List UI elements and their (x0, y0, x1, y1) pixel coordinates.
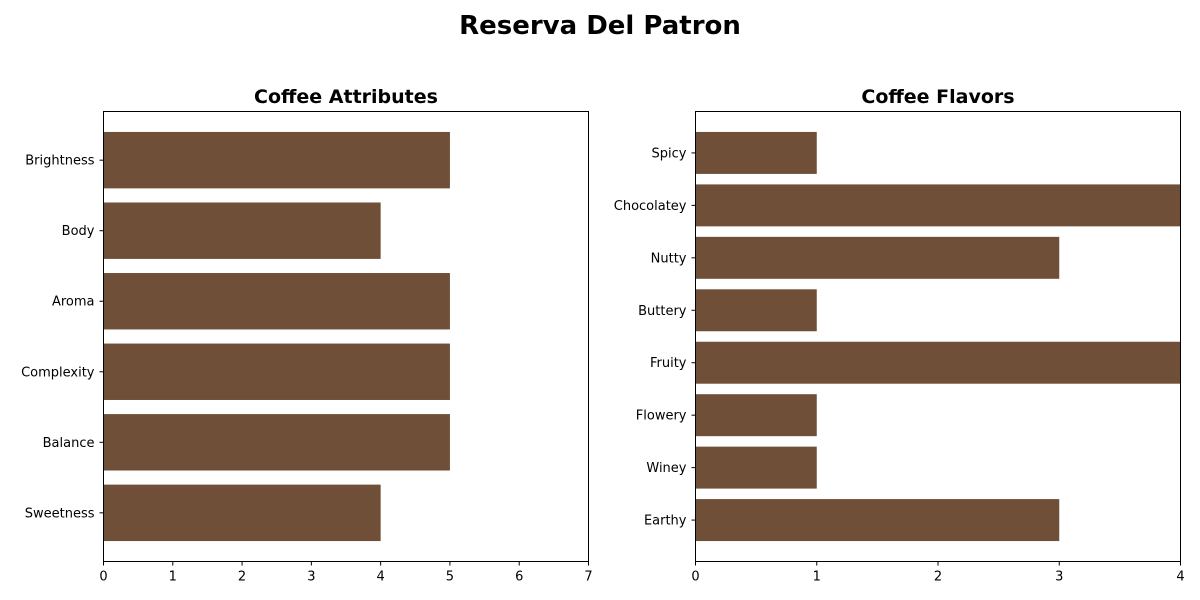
y-tick-label: Earthy (644, 514, 687, 529)
x-tick-label: 2 (934, 570, 942, 585)
bar-earthy (695, 499, 1060, 542)
bar-nutty (695, 236, 1060, 279)
y-tick-label: Buttery (638, 304, 687, 319)
bar-complexity (103, 343, 450, 400)
chart-title: Coffee Attributes (254, 86, 438, 108)
x-tick-label: 3 (1055, 570, 1063, 585)
bar-winey (695, 446, 817, 489)
plot-frame (695, 111, 1181, 562)
bar-spicy (695, 131, 817, 174)
y-tick-label: Fruity (650, 356, 687, 371)
bar-fruity (695, 341, 1181, 384)
x-tick-label: 3 (307, 570, 315, 585)
y-tick-label: Nutty (651, 251, 687, 266)
x-tick-label: 1 (169, 570, 177, 585)
x-tick-label: 4 (377, 570, 385, 585)
bar-balance (103, 414, 450, 471)
plot-frame (103, 111, 589, 562)
bar-aroma (103, 273, 450, 330)
bar-chocolatey (695, 184, 1181, 227)
bar-sweetness (103, 484, 381, 542)
bars (695, 131, 1181, 542)
y-tick-label: Spicy (652, 146, 687, 161)
x-axis: 0 1 2 3 4 (691, 561, 1185, 585)
figure-title: Reserva Del Patron (459, 11, 741, 41)
y-tick-label: Chocolatey (614, 199, 687, 214)
y-tick-label: Complexity (21, 365, 95, 380)
chart-coffee-attributes: Coffee Attributes Brightness Body Aroma Com… (21, 86, 593, 585)
x-tick-label: 2 (238, 570, 246, 585)
bar-body (103, 202, 381, 259)
x-tick-label: 7 (584, 570, 592, 585)
y-axis: Brightness Body Aroma Complexity Balance Swee… (21, 154, 104, 521)
x-tick-label: 6 (515, 570, 523, 585)
y-tick-label: Brightness (25, 154, 94, 169)
bars (103, 131, 450, 542)
y-tick-label: Balance (43, 436, 95, 451)
x-tick-label: 5 (446, 570, 454, 585)
chart-coffee-flavors: Coffee Flavors Spicy Chocolatey Nutty Butte… (614, 86, 1185, 585)
y-axis: Spicy Chocolatey Nutty Buttery Fruity Flowery… (614, 146, 696, 529)
x-tick-label: 0 (691, 570, 699, 585)
bar-flowery (695, 394, 817, 437)
y-tick-label: Winey (646, 461, 686, 476)
y-tick-label: Flowery (636, 409, 687, 424)
x-tick-label: 0 (99, 570, 107, 585)
bar-brightness (103, 131, 450, 189)
x-tick-label: 1 (813, 570, 821, 585)
y-tick-label: Sweetness (25, 506, 95, 521)
y-tick-label: Body (62, 224, 95, 239)
bar-buttery (695, 289, 817, 332)
y-tick-label: Aroma (52, 295, 95, 310)
x-tick-label: 4 (1176, 570, 1184, 585)
x-axis: 0 1 2 3 4 5 6 7 (99, 561, 593, 585)
chart-title: Coffee Flavors (861, 86, 1014, 108)
